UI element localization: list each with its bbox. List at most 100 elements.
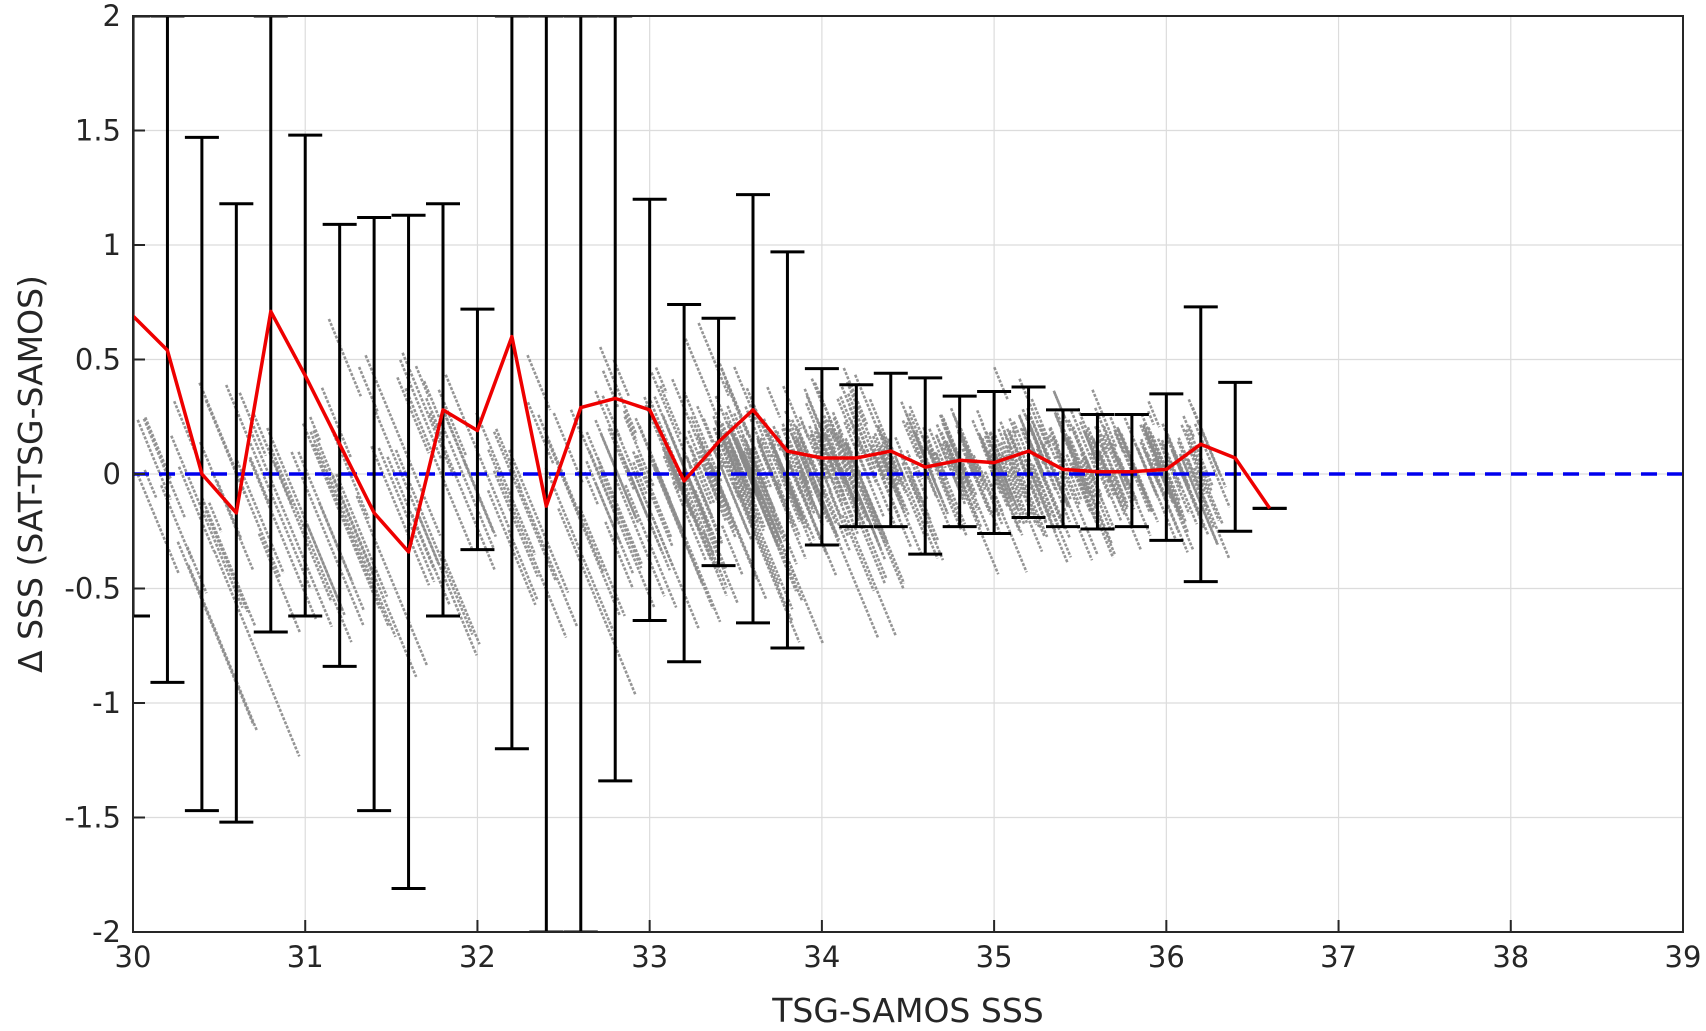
- scatter-streak: [868, 398, 893, 451]
- scatter-streak: [311, 443, 391, 628]
- scatter-streak: [1000, 453, 1044, 553]
- scatter-streak: [1187, 441, 1199, 464]
- scatter-streak: [952, 413, 979, 474]
- scatter-streak: [727, 437, 756, 500]
- scatter-streak: [821, 427, 862, 520]
- scatter-streak: [1136, 447, 1177, 541]
- scatter-streak: [1007, 431, 1048, 523]
- scatter-streak: [851, 431, 864, 455]
- scatter-streak: [953, 449, 971, 485]
- scatter-streak: [557, 508, 637, 695]
- x-tick-label: 33: [631, 940, 668, 974]
- x-tick-label: 35: [976, 940, 1013, 974]
- scatter-streak: [414, 508, 478, 656]
- scatter-streak: [839, 475, 887, 585]
- scatter-streak: [798, 475, 814, 508]
- scatter-streak: [768, 442, 814, 546]
- scatter-streak: [414, 365, 430, 398]
- scatter-streak: [827, 453, 839, 475]
- scatter-streak: [1038, 424, 1051, 448]
- scatter-streak: [357, 366, 379, 413]
- scatter-streak: [1074, 456, 1099, 511]
- scatter-streak: [1093, 425, 1129, 504]
- scatter-streak: [809, 434, 818, 450]
- scatter-streak: [860, 486, 887, 544]
- scatter-streak: [906, 474, 937, 544]
- scatter-streak: [583, 471, 600, 505]
- scatter-streak: [494, 428, 523, 490]
- scatter-streak: [697, 322, 730, 397]
- scatter-streak: [1080, 453, 1095, 482]
- scatter-streak: [517, 485, 579, 628]
- scatter-streak: [428, 412, 496, 570]
- scatter-streak: [1182, 415, 1214, 487]
- scatter-streak: [654, 465, 722, 623]
- scatter-streak: [1187, 398, 1200, 424]
- scatter-streak: [1071, 465, 1101, 531]
- scatter-streak: [666, 428, 728, 569]
- scatter-streak: [632, 461, 648, 495]
- scatter-streak: [684, 338, 712, 399]
- x-tick-label: 32: [459, 940, 496, 974]
- scatter-streak: [737, 492, 794, 622]
- scatter-streak: [622, 410, 638, 442]
- scatter-streak: [849, 419, 868, 457]
- scatter-streak: [666, 453, 728, 597]
- scatter-streak: [401, 352, 455, 477]
- scatter-streak: [1046, 439, 1057, 460]
- scatter-streak: [744, 463, 804, 602]
- scatter-streak: [904, 412, 949, 515]
- scatter-streak: [1066, 438, 1077, 459]
- scatter-streak: [136, 474, 180, 574]
- scatter-streak: [787, 477, 816, 541]
- scatter-streak: [309, 431, 397, 638]
- scatter-streak: [650, 372, 692, 468]
- scatter-streak: [1012, 421, 1042, 488]
- scatter-streak: [1164, 429, 1191, 487]
- scatter-streak: [1178, 453, 1219, 546]
- scatter-streak: [956, 476, 1000, 575]
- scatter-streak: [507, 449, 570, 594]
- scatter-streak: [993, 458, 1013, 500]
- scatter-streak: [761, 509, 777, 541]
- scatter-streak: [976, 409, 985, 426]
- scatter-streak: [443, 413, 498, 538]
- y-tick-label: 0: [103, 457, 121, 491]
- scatter-streak: [327, 318, 363, 397]
- scatter-streak: [1154, 458, 1195, 552]
- scatter-streak: [1057, 470, 1072, 501]
- scatter-streak: [1102, 425, 1117, 454]
- scatter-streak: [1112, 450, 1130, 486]
- y-tick-label: -1.5: [64, 801, 121, 835]
- scatter-streak: [928, 428, 947, 469]
- scatter-streak: [1079, 447, 1096, 482]
- scatter-streak: [730, 450, 749, 490]
- scatter-streak: [425, 397, 446, 442]
- scatter-streak: [710, 464, 732, 511]
- scatter-streak: [999, 421, 1020, 466]
- scatter-streak: [799, 471, 822, 519]
- scatter-streak: [1102, 434, 1128, 491]
- scatter-streak: [848, 407, 876, 467]
- scatter-streak: [1142, 447, 1180, 533]
- scatter-streak: [320, 387, 353, 458]
- scatter-streak: [977, 432, 1021, 531]
- y-tick-label: 0.5: [75, 343, 121, 377]
- scatter-streak: [941, 443, 967, 500]
- scatter-streak: [1095, 435, 1107, 456]
- x-tick-label: 37: [1320, 940, 1357, 974]
- scatter-streak: [924, 469, 951, 527]
- scatter-streak: [809, 455, 851, 551]
- scatter-streak: [404, 387, 474, 551]
- scatter-streak: [798, 416, 833, 493]
- scatter-streak: [635, 454, 673, 538]
- scatter-streak: [782, 385, 803, 430]
- scatter-streak: [552, 412, 585, 485]
- scatter-streak: [1054, 447, 1082, 506]
- scatter-streak: [837, 452, 867, 519]
- grid: [132, 15, 1684, 933]
- scatter-streak: [732, 482, 801, 643]
- scatter-streak: [836, 398, 853, 433]
- scatter-streak: [827, 446, 842, 474]
